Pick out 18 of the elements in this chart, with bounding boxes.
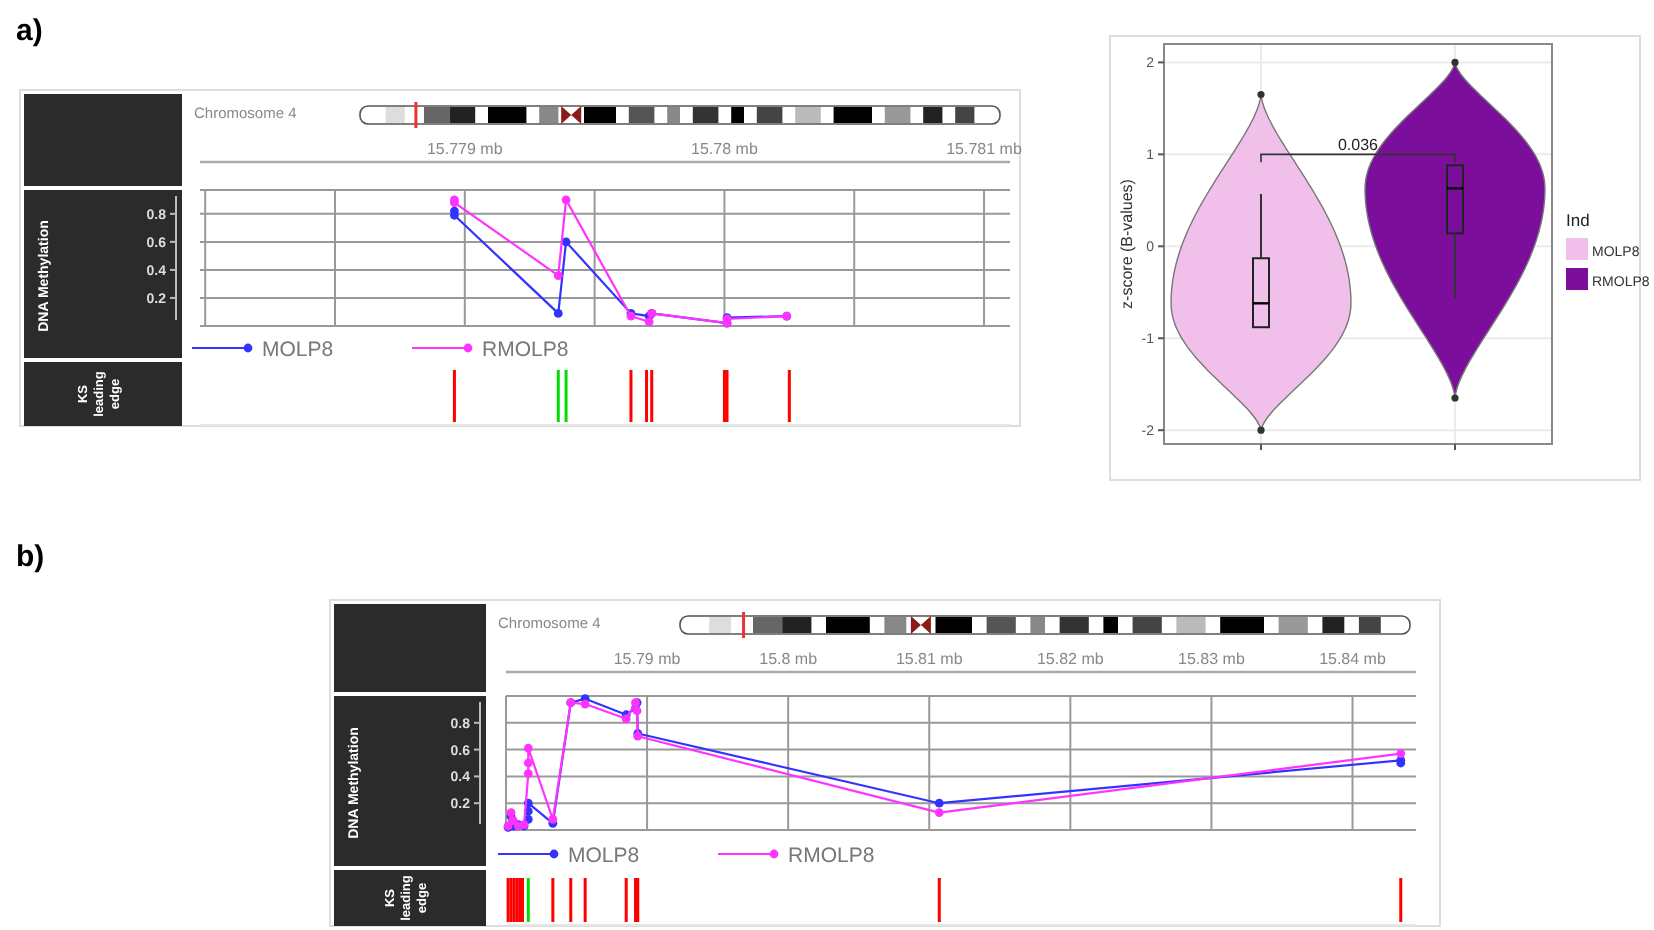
- x-tick-label: 15.84 mb: [1319, 650, 1387, 668]
- legend-title: Ind: [1566, 210, 1591, 230]
- x-tick-label: 15.79 mb: [613, 650, 682, 668]
- x-tick-label: 15.81 mb: [895, 650, 964, 668]
- legend-label: MOLP8: [568, 844, 640, 868]
- x-tick-label: 15.8 mb: [759, 650, 819, 668]
- legend-label: RMOLP8: [482, 338, 569, 362]
- legend-label: RMOLP8: [788, 844, 875, 868]
- text: b): [16, 540, 45, 574]
- x-tick-label: 15.82 mb: [1036, 650, 1105, 668]
- x-tick-label: 15.779 mb: [427, 140, 504, 158]
- text: a): [16, 14, 43, 48]
- annotation: 0.036: [1337, 136, 1380, 155]
- x-tick-label: 15.781 mb: [946, 140, 1023, 158]
- legend-label: MOLP8: [262, 338, 334, 362]
- x-tick-label: 15.83 mb: [1178, 650, 1246, 668]
- y-axis-title: z-score (B-values): [1118, 178, 1136, 309]
- x-tick-label: 15.78 mb: [691, 140, 759, 158]
